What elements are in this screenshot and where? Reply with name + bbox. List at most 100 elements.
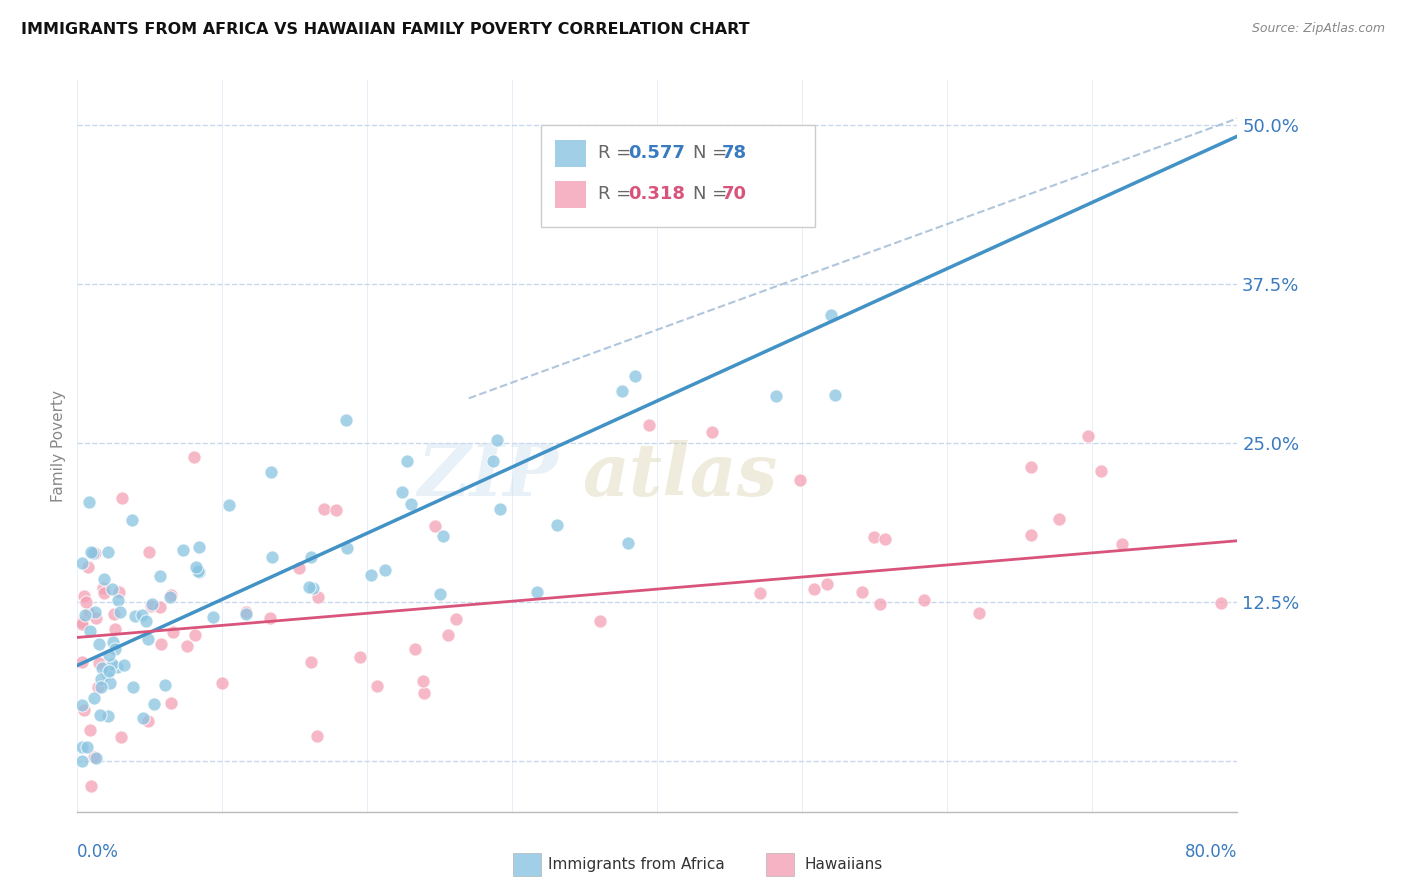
- Point: [77, 606, 100, 620]
- Y-axis label: Family Poverty: Family Poverty: [51, 390, 66, 502]
- Point: [803, 582, 825, 597]
- Point: [815, 577, 838, 591]
- Point: [526, 585, 548, 599]
- Point: [159, 590, 181, 604]
- Point: [141, 597, 163, 611]
- Point: [335, 413, 357, 427]
- Text: IMMIGRANTS FROM AFRICA VS HAWAIIAN FAMILY POVERTY CORRELATION CHART: IMMIGRANTS FROM AFRICA VS HAWAIIAN FAMIL…: [21, 22, 749, 37]
- Point: [1019, 460, 1042, 475]
- Text: R =: R =: [598, 145, 637, 162]
- Point: [259, 611, 281, 625]
- Point: [96, 666, 118, 681]
- Point: [444, 612, 467, 626]
- Point: [73, 589, 96, 603]
- Point: [188, 540, 211, 554]
- Point: [97, 544, 120, 558]
- Point: [176, 639, 198, 653]
- Point: [437, 628, 460, 642]
- Point: [73, 702, 96, 716]
- Point: [103, 622, 125, 636]
- Point: [399, 497, 422, 511]
- Point: [218, 498, 240, 512]
- Point: [107, 584, 129, 599]
- Point: [70, 556, 93, 570]
- Point: [187, 564, 209, 578]
- Point: [288, 560, 311, 574]
- Point: [912, 593, 935, 607]
- Text: 80.0%: 80.0%: [1185, 843, 1237, 861]
- Point: [153, 678, 176, 692]
- Point: [97, 709, 120, 723]
- Point: [336, 541, 359, 555]
- Point: [80, 779, 103, 793]
- Point: [83, 690, 105, 705]
- Point: [404, 641, 426, 656]
- Point: [967, 606, 990, 620]
- Point: [84, 546, 107, 560]
- Point: [307, 591, 329, 605]
- Point: [616, 535, 638, 549]
- Point: [110, 731, 132, 745]
- Point: [83, 750, 105, 764]
- Point: [100, 582, 122, 596]
- Point: [138, 545, 160, 559]
- Point: [1090, 464, 1112, 478]
- Point: [149, 636, 172, 650]
- Point: [413, 686, 436, 700]
- Point: [103, 607, 125, 622]
- Point: [489, 502, 512, 516]
- Point: [70, 616, 93, 631]
- Point: [70, 615, 93, 629]
- Point: [863, 530, 886, 544]
- Point: [112, 658, 135, 673]
- Text: 0.577: 0.577: [628, 145, 685, 162]
- Point: [90, 672, 112, 686]
- Point: [366, 679, 388, 693]
- Point: [104, 642, 127, 657]
- Point: [299, 655, 322, 669]
- Point: [298, 580, 321, 594]
- Point: [432, 529, 454, 543]
- Point: [101, 634, 124, 648]
- Point: [136, 632, 159, 646]
- Point: [131, 711, 153, 725]
- Point: [184, 628, 207, 642]
- Point: [235, 605, 257, 619]
- Point: [98, 648, 121, 662]
- Point: [70, 655, 93, 669]
- Point: [260, 549, 283, 564]
- Point: [105, 660, 128, 674]
- Point: [172, 542, 194, 557]
- Point: [211, 676, 233, 690]
- Point: [260, 465, 283, 479]
- Text: 0.318: 0.318: [628, 186, 686, 203]
- Point: [325, 503, 347, 517]
- Point: [395, 453, 418, 467]
- Text: 0.0%: 0.0%: [77, 843, 120, 861]
- Point: [429, 587, 451, 601]
- Point: [84, 611, 107, 625]
- Point: [1077, 429, 1099, 443]
- Point: [1209, 596, 1232, 610]
- Point: [482, 454, 505, 468]
- Text: Hawaiians: Hawaiians: [804, 857, 883, 871]
- Point: [70, 754, 93, 768]
- Point: [305, 729, 328, 743]
- Point: [122, 680, 145, 694]
- Point: [299, 550, 322, 565]
- Point: [301, 581, 323, 595]
- Point: [820, 309, 842, 323]
- Point: [869, 597, 891, 611]
- Point: [391, 485, 413, 500]
- Point: [77, 560, 100, 574]
- Point: [111, 491, 134, 506]
- Point: [87, 656, 110, 670]
- Point: [851, 584, 873, 599]
- Point: [75, 594, 97, 608]
- Point: [97, 665, 120, 679]
- Text: atlas: atlas: [582, 440, 778, 511]
- Point: [98, 676, 121, 690]
- Point: [749, 586, 772, 600]
- Point: [637, 417, 659, 432]
- Point: [1021, 528, 1043, 542]
